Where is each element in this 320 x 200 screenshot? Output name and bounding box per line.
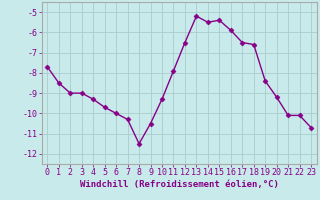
X-axis label: Windchill (Refroidissement éolien,°C): Windchill (Refroidissement éolien,°C) [80,180,279,189]
